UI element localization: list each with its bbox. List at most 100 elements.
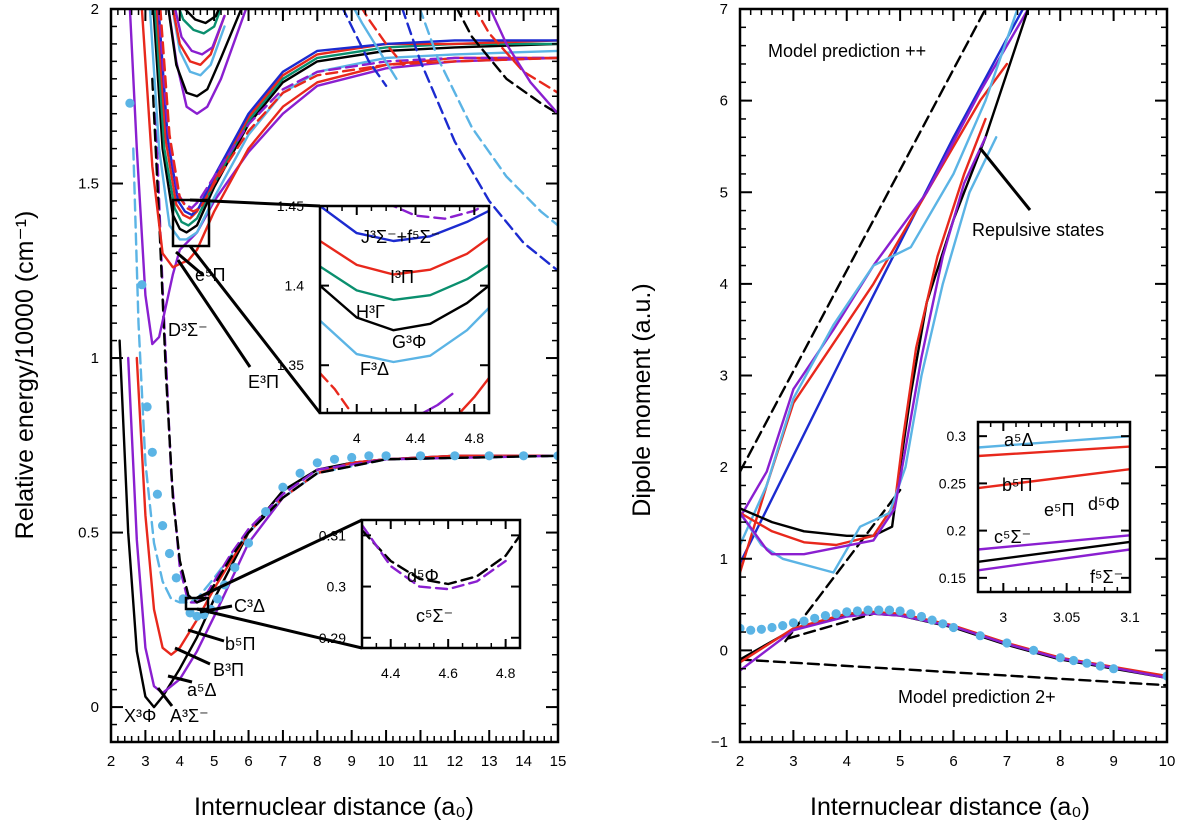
label-x3phi: X³Φ bbox=[124, 706, 156, 726]
dipole-marker-19 bbox=[938, 619, 948, 629]
inset-upper: 4 4.4 4.8 1.45 1.4 1.35 J³Σ⁻+f⁵Σ⁻ I³Π H³Γ G³Φ… bbox=[277, 198, 491, 446]
label-d3sigma: D³Σ⁻ bbox=[168, 320, 208, 340]
energy-series-19 bbox=[173, 9, 226, 56]
inset-right-series-1 bbox=[978, 445, 1130, 458]
energy-marker-4 bbox=[152, 489, 162, 499]
left-x-tick-label: 10 bbox=[378, 753, 395, 770]
inset-upper-series-3 bbox=[320, 263, 489, 302]
label-b5pi: b⁵Π bbox=[1002, 475, 1032, 495]
energy-marker-21 bbox=[329, 454, 340, 464]
left-x-axis-label: Internuclear distance (a₀) bbox=[194, 793, 474, 821]
annotation-model-2p: Model prediction 2+ bbox=[898, 687, 1056, 707]
energy-series-26 bbox=[489, 9, 558, 115]
energy-series-23 bbox=[418, 9, 558, 227]
inset-upper-y-tick-label: 1.45 bbox=[277, 198, 304, 214]
label-e5pi: e⁵Π bbox=[195, 265, 225, 285]
inset-right-x-tick-label: 3.05 bbox=[1053, 609, 1080, 625]
state-labels: e⁵Π D³Σ⁻ E³Π C³Δ b⁵Π B³Π a⁵Δ X³Φ A³Σ⁻ bbox=[124, 265, 279, 726]
energy-chart: 2 3 4 5 6 7 8 9 10 11 12 13 14 15 0 0.5 1 1.5 2 e⁵Π D³Σ⁻ E… bbox=[11, 1, 566, 821]
dipole-marker-27 bbox=[1095, 661, 1105, 671]
label-leaders bbox=[156, 250, 252, 707]
left-x-tick-label: 14 bbox=[515, 753, 532, 770]
energy-marker-26 bbox=[450, 451, 460, 461]
energy-marker-5 bbox=[158, 521, 168, 531]
right-x-tick-label: 9 bbox=[1109, 753, 1117, 770]
energy-marker-0 bbox=[125, 98, 135, 108]
dipole-chart: 2 3 4 5 6 7 8 9 10 −1 0 1 2 3 4 5 6 7 Model prediction ++… bbox=[628, 1, 1175, 821]
energy-series-27 bbox=[341, 9, 388, 87]
inset-lower-y-tick-label: 0.29 bbox=[319, 630, 346, 646]
energy-series-8 bbox=[148, 9, 558, 241]
label-d5phi: d⁵Φ bbox=[407, 566, 439, 586]
right-x-axis-label: Internuclear distance (a₀) bbox=[810, 793, 1090, 821]
inset-right-x-tick-label: 3 bbox=[999, 609, 1007, 625]
energy-marker-25 bbox=[415, 451, 426, 461]
dipole-marker-7 bbox=[810, 613, 820, 623]
right-x-tick-label: 2 bbox=[736, 753, 744, 770]
dipole-marker-26 bbox=[1082, 658, 1092, 668]
dipole-marker-25 bbox=[1069, 655, 1079, 666]
label-b5pi: b⁵Π bbox=[225, 634, 255, 654]
dipole-marker-11 bbox=[852, 606, 863, 616]
energy-marker-9 bbox=[185, 608, 195, 618]
dipole-series-11 bbox=[740, 136, 987, 556]
inset-right-series-2 bbox=[978, 468, 1130, 490]
right-y-tick-label: 2 bbox=[720, 459, 728, 476]
energy-marker-27 bbox=[484, 451, 494, 461]
label-i3pi: I³Π bbox=[390, 267, 414, 287]
right-x-tick-label: 6 bbox=[949, 753, 957, 770]
inset-lower-y-tick-label: 0.3 bbox=[327, 579, 347, 595]
inset-upper-series-5 bbox=[320, 306, 489, 364]
inset-upper-series-2 bbox=[320, 236, 489, 276]
label-c3delta: C³Δ bbox=[234, 596, 265, 616]
right-y-tick-label: 6 bbox=[720, 93, 728, 110]
dipole-marker-22 bbox=[1002, 638, 1012, 648]
dipole-marker-18 bbox=[927, 615, 937, 625]
left-y-tick-label: 1 bbox=[91, 350, 99, 367]
inset-right-y-tick-label: 0.25 bbox=[939, 475, 966, 491]
energy-marker-20 bbox=[312, 458, 322, 468]
left-x-tick-label: 9 bbox=[348, 753, 356, 770]
dipole-marker-6 bbox=[799, 616, 809, 626]
inset-right: 3 3.05 3.1 0.3 0.25 0.2 0.15 a⁵Δ b⁵Π e⁵Π d⁵Φ c… bbox=[939, 420, 1140, 625]
label-j3sigma: J³Σ⁻+f⁵Σ⁻ bbox=[361, 227, 440, 247]
inset-right-series-3 bbox=[978, 534, 1130, 551]
energy-series-22 bbox=[401, 9, 558, 272]
inset-lower-series-1 bbox=[362, 523, 507, 591]
left-x-tick-label: 11 bbox=[413, 753, 429, 770]
right-x-tick-label: 7 bbox=[1003, 753, 1011, 770]
energy-marker-3 bbox=[147, 447, 157, 457]
dipole-marker-23 bbox=[1029, 645, 1039, 656]
energy-marker-1 bbox=[137, 280, 147, 290]
energy-series-20 bbox=[178, 9, 222, 35]
energy-marker-18 bbox=[278, 482, 288, 492]
left-x-tick-label: 8 bbox=[313, 753, 321, 770]
energy-series-14 bbox=[159, 9, 558, 213]
left-x-tick-label: 5 bbox=[210, 753, 218, 770]
inset-upper-x-tick-label: 4.8 bbox=[465, 430, 485, 446]
dipole-series-7 bbox=[740, 9, 1019, 547]
dipole-series-2 bbox=[784, 488, 902, 643]
left-x-tick-label: 4 bbox=[176, 753, 184, 770]
energy-marker-28 bbox=[519, 451, 529, 461]
dipole-series-5 bbox=[740, 62, 1009, 574]
energy-series-29 bbox=[361, 9, 405, 66]
dipole-marker-15 bbox=[895, 606, 905, 616]
dipole-marker-13 bbox=[874, 605, 884, 615]
inset-lower-x-tick-label: 4.8 bbox=[496, 665, 516, 681]
left-x-tick-label: 13 bbox=[481, 753, 498, 770]
inset-lower: 4.4 4.6 4.8 0.31 0.3 0.29 d⁵Φ c⁵Σ⁻ bbox=[319, 518, 522, 681]
energy-series-25 bbox=[473, 9, 558, 94]
label-f3delta: F³Δ bbox=[360, 359, 389, 379]
dipole-marker-1 bbox=[746, 625, 756, 635]
energy-marker-17 bbox=[261, 507, 271, 517]
inset-right-y-tick-label: 0.15 bbox=[939, 570, 966, 586]
inset-upper-series-0 bbox=[320, 206, 489, 243]
dipole-marker-3 bbox=[767, 622, 777, 633]
energy-marker-23 bbox=[364, 451, 374, 461]
dipole-marker-24 bbox=[1055, 653, 1065, 663]
energy-marker-7 bbox=[171, 573, 181, 583]
energy-series-3 bbox=[132, 147, 558, 604]
left-y-tick-label: 2 bbox=[91, 1, 99, 18]
